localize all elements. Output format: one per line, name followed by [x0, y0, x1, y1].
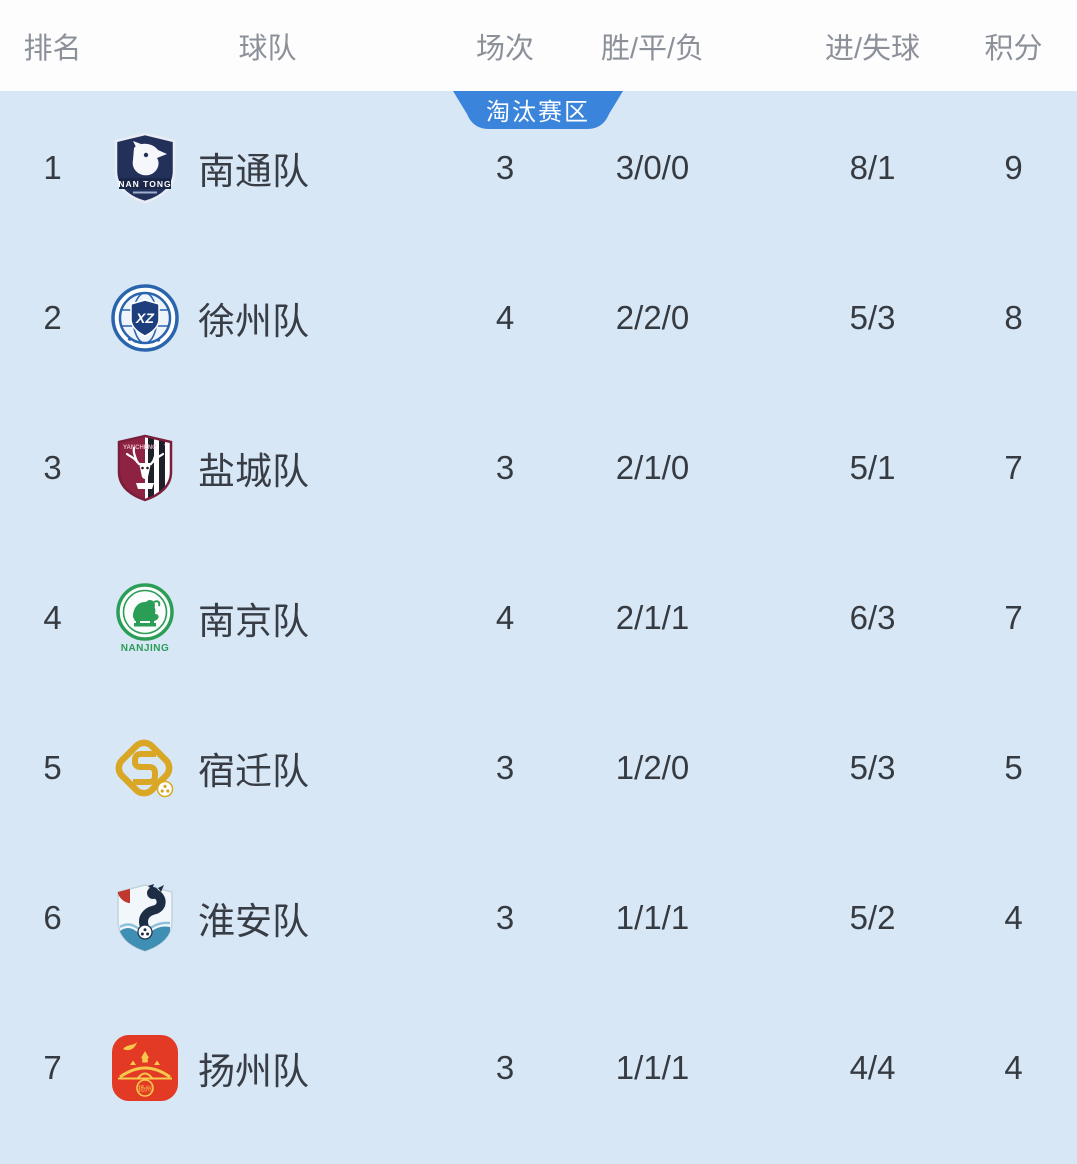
win-draw-loss-cell: 2/1/1 [615, 599, 690, 636]
team-name: 扬州队 [198, 1051, 309, 1092]
svg-text:YANCHENG: YANCHENG [123, 445, 157, 451]
team-cell: 宿迁队 [105, 731, 430, 805]
svg-text:NANJING: NANJING [121, 643, 170, 654]
huaian-dragon-shield-crest-icon [108, 881, 182, 955]
header-played: 场次 [475, 32, 534, 65]
header-team: 球队 [238, 32, 297, 65]
points-cell: 5 [1004, 749, 1023, 786]
rank-cell: 6 [43, 899, 62, 936]
svg-text:XZ: XZ [135, 310, 154, 326]
win-draw-loss-cell: 2/2/0 [615, 299, 690, 336]
table-row[interactable]: 7 扬州 [0, 993, 1077, 1143]
team-cell: NANJING 南京队 [105, 581, 430, 655]
win-draw-loss-cell: 1/2/0 [615, 749, 690, 786]
table-row[interactable]: 3 YANC [0, 393, 1077, 543]
team-cell: XZ 徐州队 [105, 281, 430, 355]
win-draw-loss-cell: 3/0/0 [615, 149, 690, 186]
points-cell: 8 [1004, 299, 1023, 336]
team-cell: 淮安队 [105, 881, 430, 955]
rank-cell: 3 [43, 449, 62, 486]
team-name: 南通队 [198, 151, 309, 192]
yangzhou-red-bridge-crest-icon: 扬州 [108, 1031, 182, 1105]
goals-cell: 8/1 [849, 149, 896, 186]
rank-cell: 1 [43, 149, 62, 186]
played-cell: 3 [495, 449, 515, 486]
rank-cell: 7 [43, 1049, 62, 1086]
goals-cell: 5/3 [849, 299, 896, 336]
team-cell: YANCHENG [105, 431, 430, 505]
win-draw-loss-cell: 1/1/1 [615, 1049, 690, 1086]
badge-tab-shape-icon [453, 91, 623, 129]
table-row[interactable]: 6 [0, 843, 1077, 993]
win-draw-loss-cell: 1/1/1 [615, 899, 690, 936]
played-cell: 4 [495, 599, 515, 636]
played-cell: 3 [495, 149, 515, 186]
team-cell: NAN TONG 南通队 [105, 131, 430, 205]
team-name: 宿迁队 [198, 751, 309, 792]
points-cell: 4 [1004, 899, 1023, 936]
goals-cell: 4/4 [849, 1049, 896, 1086]
table-header: 排名 球队 场次 胜/平/负 进/失球 积分 [0, 0, 1077, 91]
rank-cell: 5 [43, 749, 62, 786]
table-row[interactable]: 2 XZ 徐州队 4 2/2/0 [0, 243, 1077, 393]
table-row[interactable]: 1 NAN TONG 南通队 3 3/0/0 [0, 93, 1077, 243]
played-cell: 3 [495, 1049, 515, 1086]
points-cell: 7 [1004, 449, 1023, 486]
goals-cell: 5/3 [849, 749, 896, 786]
yancheng-deer-shield-crest-icon: YANCHENG [108, 431, 182, 505]
points-cell: 4 [1004, 1049, 1023, 1086]
knockout-zone-label: 淘汰赛区 [486, 99, 590, 126]
svg-text:NAN TONG: NAN TONG [118, 179, 171, 189]
header-points: 积分 [984, 32, 1043, 65]
team-name: 徐州队 [198, 301, 309, 342]
table-row[interactable]: 4 NANJING 南京队 4 [0, 543, 1077, 693]
win-draw-loss-cell: 2/1/0 [615, 449, 690, 486]
standings-rows: 1 NAN TONG 南通队 3 3/0/0 [0, 93, 1077, 1143]
played-cell: 4 [495, 299, 515, 336]
knockout-zone-badge: 淘汰赛区 [452, 91, 624, 129]
played-cell: 3 [495, 899, 515, 936]
suqian-gold-diamond-crest-icon [108, 731, 182, 805]
goals-cell: 6/3 [849, 599, 896, 636]
team-name: 盐城队 [198, 451, 309, 492]
points-cell: 7 [1004, 599, 1023, 636]
goals-cell: 5/1 [849, 449, 896, 486]
team-name: 淮安队 [198, 901, 309, 942]
rank-cell: 2 [43, 299, 62, 336]
team-cell: 扬州 扬州队 [105, 1031, 430, 1105]
header-win-draw-loss: 胜/平/负 [600, 32, 705, 65]
points-cell: 9 [1004, 149, 1023, 186]
header-goals: 进/失球 [824, 32, 921, 65]
xuzhou-xz-globe-crest-icon: XZ [108, 281, 182, 355]
goals-cell: 5/2 [849, 899, 896, 936]
table-row[interactable]: 5 宿迁队 3 1/2/0 [0, 693, 1077, 843]
nanjing-lion-ring-crest-icon: NANJING [108, 581, 182, 655]
header-rank: 排名 [23, 32, 82, 65]
svg-text:扬州: 扬州 [138, 1084, 152, 1093]
team-name: 南京队 [198, 601, 309, 642]
rank-cell: 4 [43, 599, 62, 636]
nantong-wolf-shield-crest-icon: NAN TONG [108, 131, 182, 205]
played-cell: 3 [495, 749, 515, 786]
